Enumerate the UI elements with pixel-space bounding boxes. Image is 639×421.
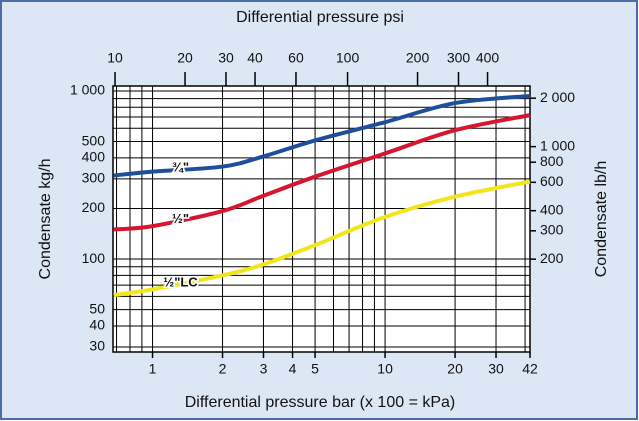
y2-axis-label: Condensate lb/h: [593, 161, 610, 278]
y-tick-label: 500: [82, 132, 106, 148]
x2-tick-label: 400: [476, 50, 500, 66]
x2-tick-label: 40: [247, 50, 263, 66]
y-tick-label: 50: [89, 300, 105, 316]
x-tick-label: 1: [149, 361, 157, 377]
y2-tick-label: 1 000: [540, 137, 575, 153]
x2-tick-label: 200: [406, 50, 430, 66]
x2-tick-label: 60: [288, 50, 304, 66]
y2-tick-label: 600: [540, 173, 564, 189]
x-axis-label: Differential pressure bar (x 100 = kPa): [185, 394, 456, 411]
x-tick-label: 10: [377, 361, 393, 377]
series-label: ¾": [172, 160, 189, 175]
plot-frame: [112, 85, 531, 353]
y-tick-label: 1 000: [70, 82, 105, 98]
x-tick-label: 30: [488, 361, 504, 377]
series-label: ½"LC: [163, 275, 198, 290]
series-line: [113, 179, 531, 298]
x2-tick-label: 10: [107, 50, 123, 66]
y-tick-label: 100: [82, 250, 106, 266]
y2-tick-label: 800: [540, 153, 564, 169]
x-tick-label: 5: [311, 361, 319, 377]
series-line: [113, 94, 531, 178]
y2-tick-label: 300: [540, 222, 564, 238]
series-line: [113, 113, 531, 232]
x-tick-label: 20: [447, 361, 463, 377]
x-tick-label: 42: [522, 361, 538, 377]
x-tick-label: 4: [289, 361, 297, 377]
series-label: ½": [172, 211, 189, 226]
x2-tick-label: 20: [177, 50, 193, 66]
x2-tick-label: 100: [336, 50, 360, 66]
y2-tick-label: 400: [540, 201, 564, 217]
x-tick-label: 2: [219, 361, 227, 377]
y-tick-label: 40: [89, 317, 105, 333]
y-tick-label: 30: [89, 338, 105, 354]
x-tick-label: 3: [260, 361, 268, 377]
y-tick-label: 300: [82, 170, 106, 186]
x2-tick-label: 30: [218, 50, 234, 66]
y2-tick-label: 2 000: [540, 89, 575, 105]
y-tick-label: 400: [82, 149, 106, 165]
chart-title: Differential pressure psi: [236, 9, 404, 26]
y2-tick-label: 200: [540, 250, 564, 266]
y-axis-label: Condensate kg/h: [37, 159, 54, 280]
x2-tick-label: 300: [447, 50, 471, 66]
y-tick-label: 200: [82, 199, 106, 215]
